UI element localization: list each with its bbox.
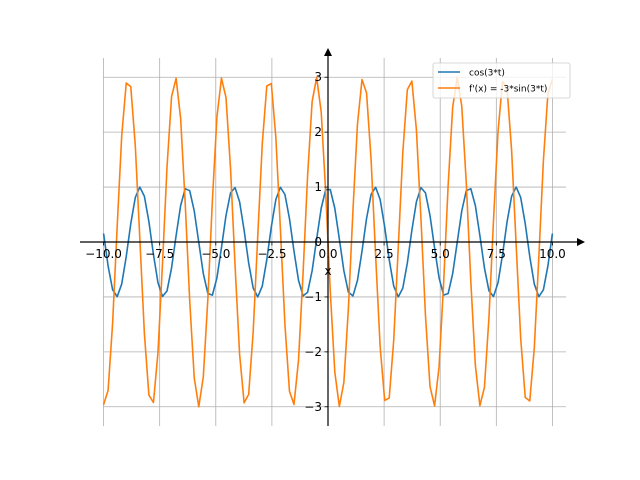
x-tick-label-1: −7.5 xyxy=(145,247,174,261)
legend-label-0: cos(3*t) xyxy=(469,69,505,79)
legend-box xyxy=(432,62,571,99)
x-tick-label-3: −2.5 xyxy=(257,247,286,261)
y-tick-label-3: 0 xyxy=(314,235,322,249)
x-tick-label-7: 7.5 xyxy=(487,247,506,261)
y-axis-arrow xyxy=(324,48,332,56)
grid xyxy=(103,58,566,426)
axes xyxy=(80,48,585,426)
x-axis-arrow xyxy=(577,238,585,246)
x-tick-label-6: 5.0 xyxy=(431,247,450,261)
x-tick-label-0: −10.0 xyxy=(85,247,122,261)
y-tick-label-5: 2 xyxy=(314,125,322,139)
y-tick-label-6: 3 xyxy=(314,70,322,84)
x-tick-label-5: 2.5 xyxy=(375,247,394,261)
y-tick-label-1: −2 xyxy=(304,345,322,359)
y-tick-label-0: −3 xyxy=(304,400,322,414)
x-tick-label-8: 10.0 xyxy=(539,247,566,261)
x-tick-label-4: 0.0 xyxy=(318,247,337,261)
x-tick-label-2: −5.0 xyxy=(201,247,230,261)
legend-label-1: f'(x) = -3*sin(3*t) xyxy=(469,85,547,95)
y-tick-label-2: −1 xyxy=(304,290,322,304)
legend: cos(3*t) f'(x) = -3*sin(3*t) xyxy=(432,62,571,99)
y-tick-label-4: 1 xyxy=(314,180,322,194)
ticks: −10.0 −7.5 −5.0 −2.5 0.0 2.5 5.0 7.5 10.0 −3 −2 −1 0… xyxy=(85,70,566,414)
x-axis-label: x xyxy=(324,264,331,278)
